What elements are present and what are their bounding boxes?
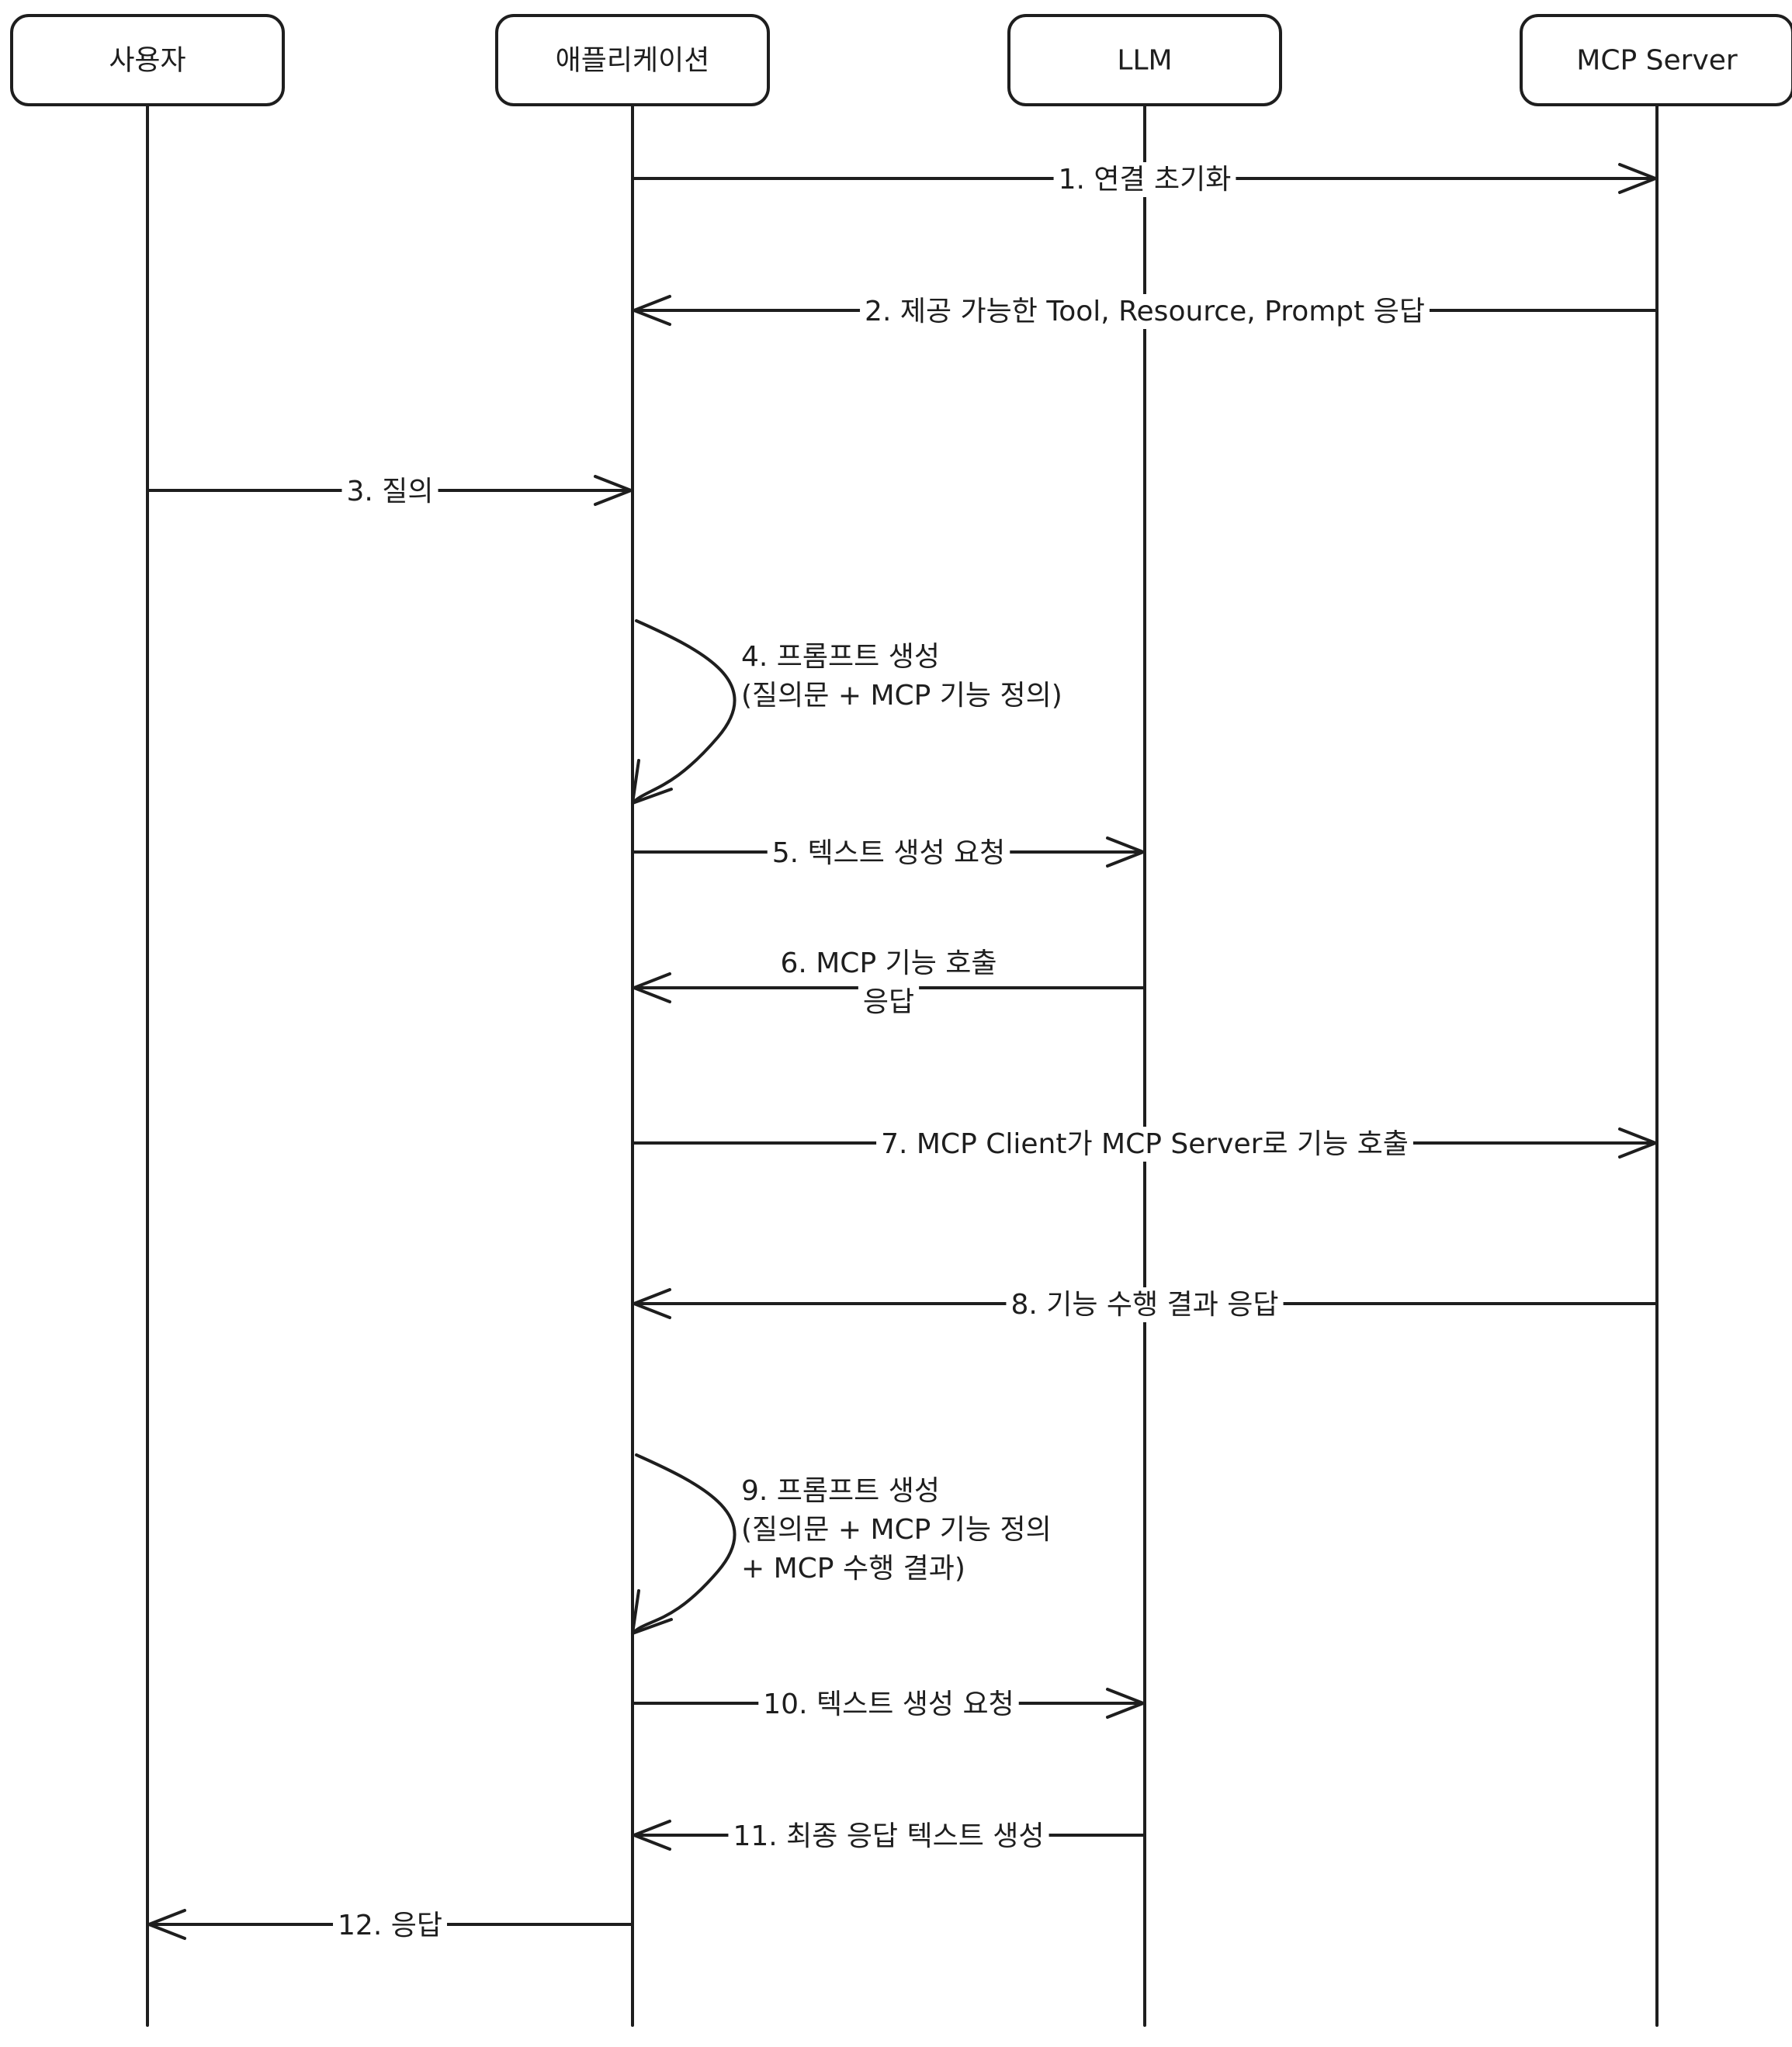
actor-label-llm: LLM <box>1117 45 1172 77</box>
message-3-label-0: 3. 질의 <box>346 476 433 507</box>
message-3-arrowhead <box>594 475 633 506</box>
actor-user: 사용자 <box>10 14 285 106</box>
message-7-arrowhead <box>1618 1127 1657 1159</box>
message-1: 1. 연결 초기화 <box>631 162 1657 197</box>
actor-label-mcp: MCP Server <box>1576 45 1738 77</box>
message-7-label-bg <box>876 1127 1413 1162</box>
message-8-label-bg <box>1006 1287 1284 1322</box>
message-10-arrowhead <box>1106 1688 1145 1719</box>
message-6-label-1: 응답 <box>863 986 914 1018</box>
actor-box-user <box>10 14 285 106</box>
message-12-label-bg <box>333 1908 447 1943</box>
message-6-arrowhead <box>633 972 671 1003</box>
message-6-label-bg <box>858 985 920 1020</box>
message-10: 10. 텍스트 생성 요청 <box>631 1687 1145 1722</box>
message-9: 9. 프롬프트 생성 (질의문 + MCP 기능 정의 + MCP 수행 결과) <box>631 1453 1052 1635</box>
messages: 1. 연결 초기화 2. 제공 가능한 Tool, Resource, Promp… <box>146 162 1659 1943</box>
message-4-label-0: 4. 프롬프트 생성 <box>741 641 940 673</box>
message-7-label-0: 7. MCP Client가 MCP Server로 기능 호출 <box>881 1128 1409 1160</box>
message-12-arrowhead <box>147 1909 186 1940</box>
message-2-label-bg <box>860 294 1430 329</box>
message-12: 12. 응답 <box>147 1908 634 1943</box>
message-5-label-bg <box>767 836 1010 871</box>
message-6-label-bg <box>775 946 1002 981</box>
message-9-arc <box>631 1453 737 1635</box>
message-8-label-0: 8. 기능 수행 결과 응답 <box>1010 1289 1278 1321</box>
message-2: 2. 제공 가능한 Tool, Resource, Prompt 응답 <box>633 294 1659 329</box>
message-9-label-0: 9. 프롬프트 생성 <box>741 1475 940 1507</box>
message-12-label-0: 12. 응답 <box>338 1910 442 1941</box>
message-5-label-0: 5. 텍스트 생성 요청 <box>772 837 1006 869</box>
message-7: 7. MCP Client가 MCP Server로 기능 호출 <box>631 1127 1657 1162</box>
message-1-label-0: 1. 연결 초기화 <box>1059 164 1232 196</box>
actors: 사용자 애플리케이션 LLM MCP Server <box>10 14 1792 106</box>
lifelines <box>146 103 1659 2027</box>
message-8-arrowhead <box>633 1288 671 1319</box>
actor-mcp: MCP Server <box>1520 14 1792 106</box>
message-3: 3. 질의 <box>146 474 633 509</box>
message-11: 11. 최종 응답 텍스트 생성 <box>633 1819 1146 1854</box>
message-3-label-bg <box>341 474 438 509</box>
message-10-label-0: 10. 텍스트 생성 요청 <box>763 1689 1014 1720</box>
message-1-label-bg <box>1053 162 1236 197</box>
actor-llm: LLM <box>1007 14 1282 106</box>
actor-label-app: 애플리케이션 <box>556 45 710 77</box>
actor-box-app <box>495 14 770 106</box>
message-4: 4. 프롬프트 생성 (질의문 + MCP 기능 정의) <box>631 619 1062 805</box>
message-11-label-bg <box>728 1819 1049 1854</box>
actor-box-llm <box>1007 14 1282 106</box>
message-6-label-0: 6. MCP 기능 호출 <box>780 947 997 979</box>
actor-label-user: 사용자 <box>109 45 185 77</box>
message-9-label-2: + MCP 수행 결과) <box>741 1553 965 1585</box>
message-4-arrowhead <box>631 759 673 805</box>
message-5-arrowhead <box>1106 836 1145 868</box>
message-9-label-1: (질의문 + MCP 기능 정의 <box>741 1514 1052 1546</box>
message-5: 5. 텍스트 생성 요청 <box>631 836 1145 871</box>
message-2-label-0: 2. 제공 가능한 Tool, Resource, Prompt 응답 <box>865 296 1425 327</box>
message-8: 8. 기능 수행 결과 응답 <box>633 1287 1659 1322</box>
message-11-arrowhead <box>633 1820 671 1851</box>
message-9-arrowhead <box>631 1589 673 1635</box>
message-2-arrowhead <box>633 295 671 326</box>
message-11-label-0: 11. 최종 응답 텍스트 생성 <box>733 1820 1044 1852</box>
message-4-label-1: (질의문 + MCP 기능 정의) <box>741 680 1062 712</box>
actor-box-mcp <box>1520 14 1792 106</box>
actor-app: 애플리케이션 <box>495 14 770 106</box>
message-1-arrowhead <box>1618 163 1657 194</box>
message-10-label-bg <box>758 1687 1019 1722</box>
message-4-arc <box>631 619 737 805</box>
